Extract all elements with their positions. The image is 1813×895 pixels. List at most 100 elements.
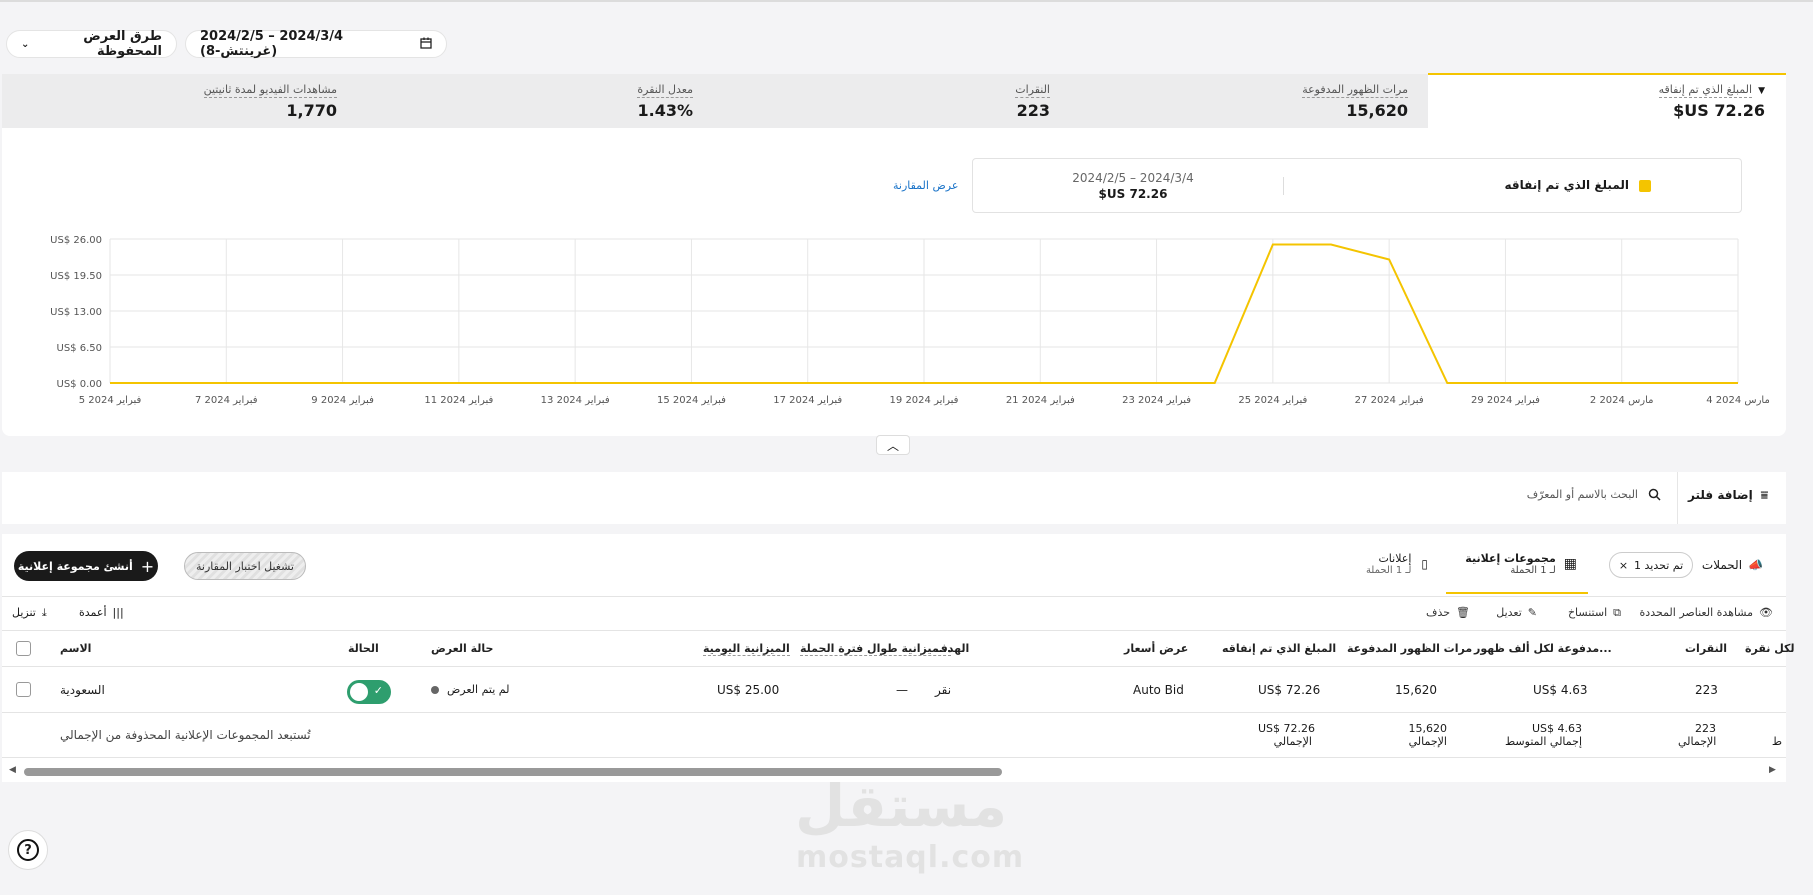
- close-icon[interactable]: ×: [1618, 558, 1629, 572]
- kpi-impressions[interactable]: مرات الظهور المدفوعة 15,620: [1208, 82, 1408, 120]
- watermark-logo: مستقل: [795, 772, 1008, 840]
- saved-views-dropdown[interactable]: طرق العرض المحفوظة ⌄: [6, 29, 177, 59]
- columns-action[interactable]: ||| أعمدة: [79, 606, 124, 619]
- scroll-right-arrow[interactable]: ▶: [1769, 765, 1776, 775]
- kpi-spend-value: 72.26 US$: [1673, 101, 1765, 120]
- col-lifetime-budget[interactable]: ...ميزانية طوال فترة الحملة: [800, 642, 952, 656]
- tab-ads-label: إعلانات: [1378, 552, 1412, 565]
- kpi-clicks[interactable]: النقرات 223: [850, 82, 1050, 120]
- saved-views-label: طرق العرض المحفوظة: [83, 29, 162, 59]
- x-tick-label: 25 فبراير 2024: [1238, 395, 1307, 406]
- edit-action[interactable]: ✎ تعديل: [1496, 606, 1537, 619]
- x-tick-label: 21 فبراير 2024: [1006, 395, 1075, 406]
- x-tick-label: 15 فبراير 2024: [657, 395, 726, 406]
- compare-test-button[interactable]: تشغيل اختبار المقارنة: [184, 552, 306, 580]
- col-impressions[interactable]: مرات الظهور المدفوعة: [1347, 642, 1473, 655]
- row-checkbox[interactable]: [16, 682, 31, 697]
- col-clicks[interactable]: النقرات: [1685, 642, 1727, 655]
- header-divider: [2, 666, 1786, 667]
- x-tick-label: 27 فبراير 2024: [1355, 395, 1424, 406]
- kpi-ctr[interactable]: معدل النقرة 1.43%: [493, 82, 693, 120]
- col-cpc[interactable]: لكل نقرة: [1745, 642, 1795, 655]
- footer-divider: [2, 757, 1786, 758]
- chart-legend: المبلغ الذي تم إنفاقه 2024/2/5 – 2024/3/…: [972, 158, 1742, 213]
- create-ad-group-button[interactable]: + أنشئ مجموعة إعلانية: [14, 551, 158, 581]
- filter-divider: [1677, 472, 1678, 524]
- col-name[interactable]: الاسم: [60, 642, 92, 655]
- kpi-clicks-value: 223: [1016, 101, 1050, 120]
- row-goal: نقر: [935, 683, 952, 697]
- footer-spend-sub: الإجمالي: [1273, 735, 1312, 748]
- tab-campaigns[interactable]: 📣 الحملات: [1702, 558, 1763, 572]
- duplicate-icon: ⧉: [1613, 606, 1621, 619]
- row-name[interactable]: السعودية: [60, 683, 105, 697]
- kpi-spend-label: المبلغ الذي تم إنفاقه: [1658, 83, 1753, 98]
- date-range-picker[interactable]: 2024/2/5 – 2024/3/4 (غرينتش-8): [185, 29, 447, 59]
- x-tick-label: 17 فبراير 2024: [773, 395, 842, 406]
- delete-action[interactable]: 🗑 حذف: [1426, 606, 1470, 619]
- select-all-checkbox[interactable]: [16, 641, 31, 656]
- footer-note: تُستبعد المجموعات الإعلانية المحذوفة من …: [60, 728, 311, 742]
- columns-label: أعمدة: [79, 606, 107, 619]
- chevron-up-icon: ︿: [886, 438, 899, 453]
- eye-icon: 👁: [1759, 606, 1773, 619]
- help-button[interactable]: ?: [8, 830, 48, 870]
- download-icon: ⤓: [41, 606, 47, 619]
- kpi-active-tab[interactable]: [1428, 73, 1786, 129]
- actions-divider: [2, 630, 1786, 631]
- add-filter-button[interactable]: ⩸ إضافة فلتر: [1688, 488, 1768, 503]
- date-range-label: 2024/2/5 – 2024/3/4 (غرينتش-8): [200, 29, 344, 59]
- x-tick-label: 23 فبراير 2024: [1122, 395, 1191, 406]
- kpi-spend[interactable]: ▼ المبلغ الذي تم إنفاقه 72.26 US$: [1535, 82, 1765, 120]
- selected-chip[interactable]: تم تحديد 1 ×: [1609, 552, 1693, 578]
- status-toggle[interactable]: ✓: [347, 680, 391, 704]
- active-tab-underline: [1446, 592, 1588, 594]
- phone-icon: ▯: [1421, 557, 1428, 571]
- kpi-video-views[interactable]: مشاهدات الفيديو لمدة ثانيتين 1,770: [117, 82, 337, 120]
- tab-campaigns-label: الحملات: [1701, 558, 1743, 572]
- y-tick-label: US$ 6.50: [57, 343, 102, 354]
- pencil-icon: ✎: [1527, 606, 1537, 619]
- toggle-knob: [350, 683, 368, 701]
- col-bid[interactable]: عرض أسعار: [1124, 642, 1189, 655]
- view-selected-action[interactable]: 👁 مشاهدة العناصر المحددة: [1640, 606, 1773, 619]
- col-goal[interactable]: الهدف: [935, 642, 970, 655]
- footer-spend-value: US$ 72.26: [1258, 722, 1316, 735]
- legend-divider: [1283, 177, 1284, 195]
- spend-line-chart: US$ 0.00 US$ 6.50 US$ 13.00 US$ 19.50 US$ 26…: [50, 235, 1770, 406]
- row-impressions: 15,620: [1395, 683, 1437, 697]
- x-tick-label: 4 مارس 2024: [1706, 395, 1770, 406]
- duplicate-label: استنساخ: [1567, 606, 1608, 619]
- chevron-down-icon: ⌄: [21, 38, 30, 50]
- x-tick-label: 11 فبراير 2024: [424, 395, 493, 406]
- kpi-video-views-value: 1,770: [286, 101, 337, 120]
- scroll-left-arrow[interactable]: ◀: [9, 765, 16, 775]
- row-clicks: 223: [1695, 683, 1718, 697]
- col-delivery[interactable]: حالة العرض: [431, 642, 494, 655]
- search-field[interactable]: البحث بالاسم أو المعرّف: [1527, 488, 1661, 504]
- row-spend: US$ 72.26: [1258, 683, 1321, 697]
- x-tick-label: 2 مارس 2024: [1590, 395, 1654, 406]
- col-spend[interactable]: المبلغ الذي تم إنفاقه: [1222, 642, 1337, 655]
- x-tick-label: 19 فبراير 2024: [890, 395, 959, 406]
- watermark-url: mostaql.com: [796, 840, 1025, 875]
- x-tick-label: 29 فبراير 2024: [1471, 395, 1540, 406]
- col-cpm[interactable]: ...مدفوعة لكل ألف ظهور: [1474, 642, 1612, 655]
- tab-ads-sub: لـ 1 الحملة: [1365, 565, 1412, 576]
- top-divider: [0, 0, 1813, 2]
- col-daily-budget[interactable]: الميزانية اليومية: [703, 642, 790, 656]
- delivery-label: لم يتم العرض: [447, 683, 510, 696]
- footer-cpc-value: [1752, 722, 1782, 735]
- duplicate-action[interactable]: ⧉ استنساخ: [1568, 606, 1621, 620]
- tab-ad-groups-sub: لـ 1 الحملة: [1510, 565, 1556, 576]
- tab-ad-groups[interactable]: ▦ مجموعات إعلانية لـ 1 الحملة: [1465, 552, 1577, 576]
- tab-ads[interactable]: ▯ إعلانات لـ 1 الحملة: [1366, 552, 1428, 576]
- download-action[interactable]: ⤓ تنزيل: [12, 606, 47, 620]
- show-comparison-link[interactable]: عرض المقارنة: [893, 179, 959, 192]
- horizontal-scrollbar-thumb[interactable]: [24, 768, 1002, 776]
- y-tick-label: US$ 26.00: [50, 235, 102, 246]
- plus-icon: +: [140, 556, 155, 576]
- y-tick-label: US$ 19.50: [50, 271, 102, 282]
- col-status[interactable]: الحالة: [348, 642, 379, 655]
- collapse-chart-button[interactable]: ︿: [876, 435, 910, 455]
